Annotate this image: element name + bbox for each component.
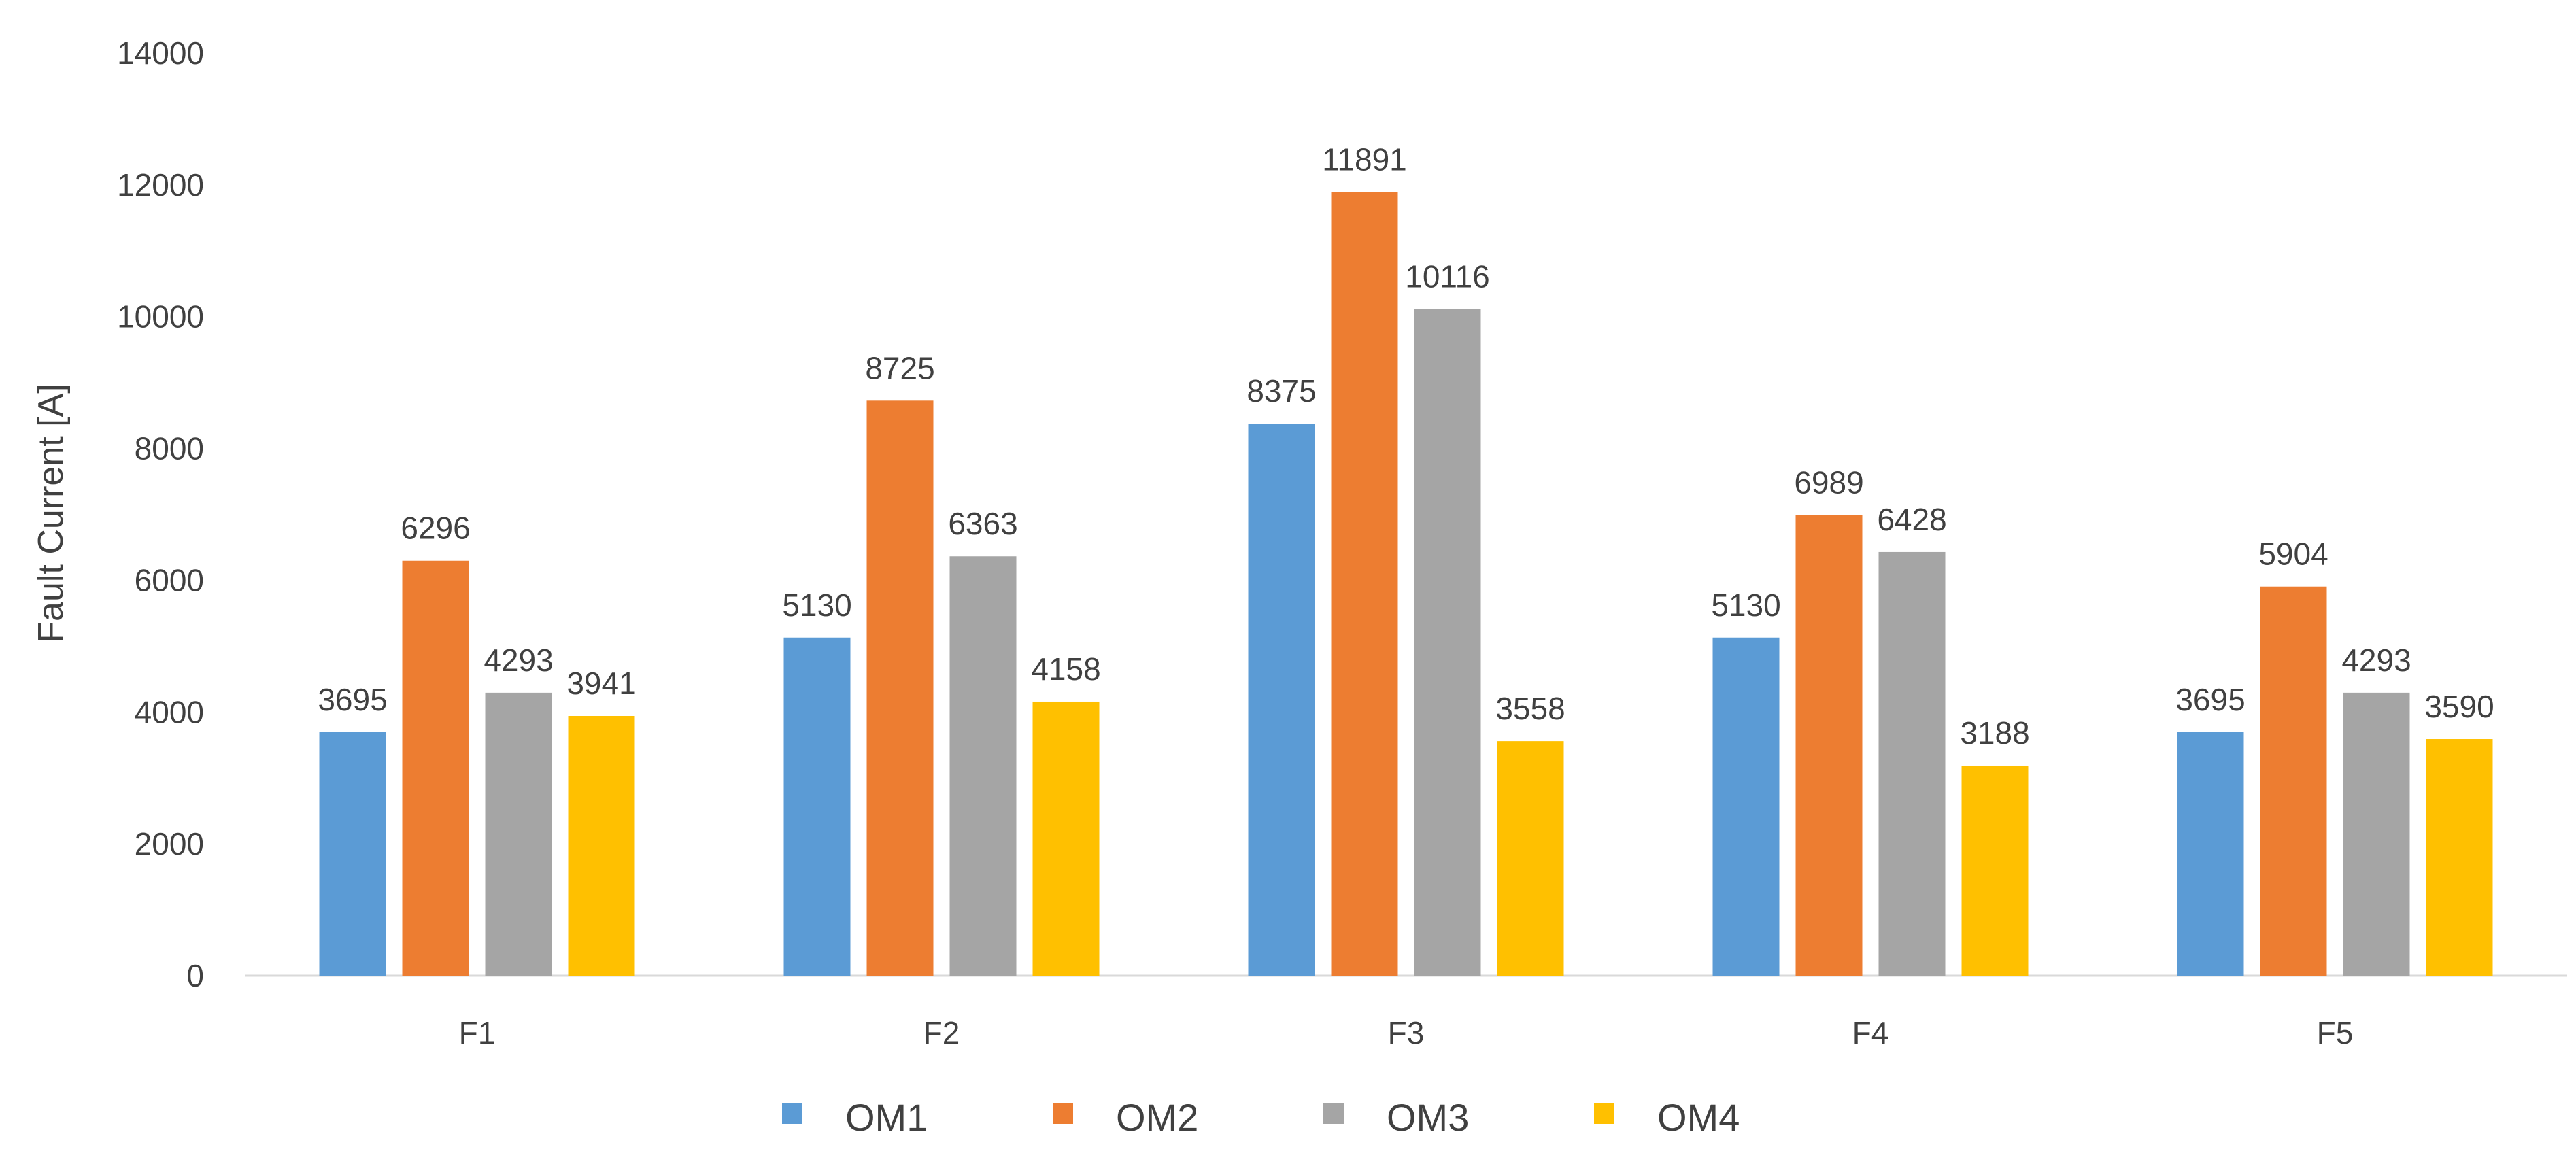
y-axis-title: Fault Current [A] (31, 383, 71, 642)
bar-om1-f3 (1248, 424, 1315, 976)
data-label: 5130 (782, 587, 851, 623)
legend-label-om1: OM1 (845, 1096, 928, 1139)
y-tick-label: 10000 (117, 299, 204, 335)
legend-label-om2: OM2 (1116, 1096, 1198, 1139)
bar-series-group (319, 192, 2493, 976)
bar-om3-f4 (1878, 551, 1946, 976)
data-label: 5904 (2258, 536, 2328, 572)
bar-om2-f1 (402, 560, 469, 976)
y-tick-label: 8000 (135, 431, 204, 466)
x-axis-categories: F1 F2 F3 F4 F5 (459, 1015, 2354, 1050)
data-label: 6363 (948, 506, 1017, 541)
y-tick-label: 12000 (117, 167, 204, 203)
y-tick-label: 14000 (117, 35, 204, 71)
data-label: 3590 (2424, 689, 2494, 724)
bar-om4-f1 (568, 716, 635, 976)
data-label: 6428 (1877, 502, 1946, 537)
bar-om1-f1 (319, 732, 386, 976)
bar-om3-f2 (949, 556, 1017, 976)
data-label: 10116 (1405, 258, 1490, 294)
legend-label-om3: OM3 (1387, 1096, 1469, 1139)
bar-om2-f4 (1795, 515, 1863, 976)
legend-swatch-om3 (1323, 1103, 1344, 1124)
y-tick-label: 4000 (135, 694, 204, 730)
data-label: 4293 (2341, 642, 2411, 678)
legend-swatch-om2 (1053, 1103, 1073, 1124)
y-tick-label: 2000 (135, 826, 204, 861)
data-label: 6296 (401, 511, 470, 546)
y-axis-ticks: 0 2000 4000 6000 8000 10000 12000 14000 (117, 35, 204, 993)
legend-swatch-om4 (1594, 1103, 1614, 1124)
x-category-label: F2 (923, 1015, 960, 1050)
data-label: 3941 (566, 666, 636, 701)
y-tick-label: 6000 (135, 562, 204, 598)
x-category-label: F4 (1852, 1015, 1889, 1050)
legend-swatch-om1 (782, 1103, 802, 1124)
data-label: 3188 (1960, 715, 2029, 751)
data-label: 11891 (1322, 141, 1407, 177)
bar-om4-f2 (1032, 701, 1100, 976)
y-tick-label: 0 (186, 958, 204, 993)
data-label: 8375 (1247, 373, 1316, 409)
bar-om2-f3 (1331, 192, 1398, 976)
bar-om1-f2 (783, 637, 851, 976)
x-category-label: F3 (1388, 1015, 1425, 1050)
bar-om4-f4 (1961, 765, 2029, 976)
bar-om3-f1 (485, 692, 552, 976)
data-label: 5130 (1711, 587, 1780, 623)
x-category-label: F5 (2317, 1015, 2354, 1050)
data-label: 3695 (318, 682, 387, 717)
data-label: 3695 (2175, 682, 2245, 717)
legend-label-om4: OM4 (1657, 1096, 1740, 1139)
data-label: 3558 (1495, 691, 1565, 726)
bar-om1-f4 (1712, 637, 1780, 976)
data-labels-group: 3695 6296 4293 3941 5130 8725 6363 4158 8375 1189… (318, 141, 2494, 751)
bar-om3-f3 (1414, 309, 1481, 976)
legend: OM1 OM2 OM3 OM4 (782, 1096, 1740, 1139)
bar-om1-f5 (2177, 732, 2244, 976)
data-label: 4293 (484, 642, 553, 678)
bar-om3-f5 (2343, 692, 2410, 976)
bar-om2-f2 (866, 400, 934, 976)
data-label: 4158 (1031, 651, 1100, 687)
bar-om2-f5 (2260, 586, 2327, 976)
bar-om4-f5 (2426, 739, 2493, 976)
data-label: 6989 (1794, 465, 1863, 500)
data-label: 8725 (865, 350, 934, 385)
x-category-label: F1 (459, 1015, 496, 1050)
bar-om4-f3 (1497, 741, 1564, 976)
